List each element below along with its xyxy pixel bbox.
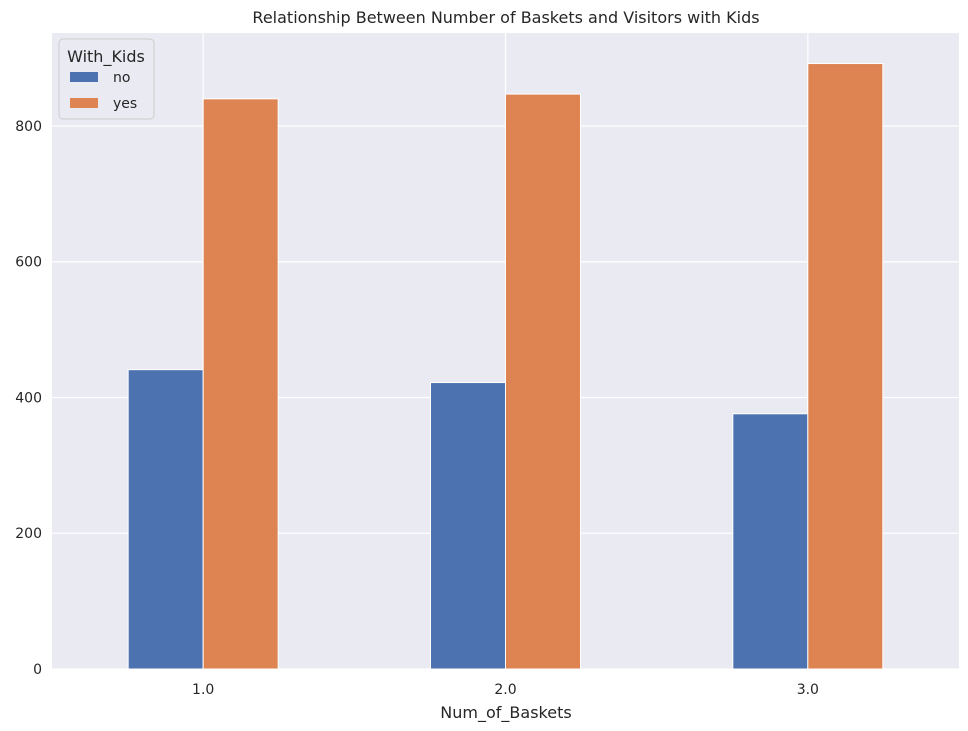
legend-label-yes: yes bbox=[113, 96, 137, 112]
x-axis: 1.0 2.0 3.0 bbox=[192, 682, 819, 698]
y-axis: 0 200 400 600 800 bbox=[15, 119, 42, 678]
x-axis-label: Num_of_Baskets bbox=[440, 703, 571, 723]
bar-yes-3.0 bbox=[807, 63, 884, 670]
bar-yes-1.0 bbox=[202, 98, 279, 670]
x-tick-label: 3.0 bbox=[797, 682, 819, 698]
bar-no-3.0 bbox=[732, 413, 809, 670]
bar-yes-2.0 bbox=[505, 93, 581, 670]
bar-no-1.0 bbox=[127, 369, 204, 670]
legend: With_Kids no yes bbox=[58, 38, 155, 120]
bars bbox=[127, 63, 884, 670]
y-tick-label: 800 bbox=[15, 119, 42, 135]
bar-no-2.0 bbox=[430, 382, 506, 670]
legend-swatch-no bbox=[70, 72, 98, 82]
x-tick-label: 2.0 bbox=[494, 682, 516, 698]
x-tick-label: 1.0 bbox=[192, 682, 214, 698]
chart-title: Relationship Between Number of Baskets a… bbox=[252, 8, 759, 27]
y-tick-label: 0 bbox=[33, 662, 42, 678]
legend-label-no: no bbox=[113, 70, 130, 86]
y-tick-label: 600 bbox=[15, 255, 42, 271]
y-tick-label: 200 bbox=[15, 526, 42, 542]
y-tick-label: 400 bbox=[15, 390, 42, 406]
legend-swatch-yes bbox=[70, 98, 98, 108]
legend-title: With_Kids bbox=[67, 47, 145, 67]
